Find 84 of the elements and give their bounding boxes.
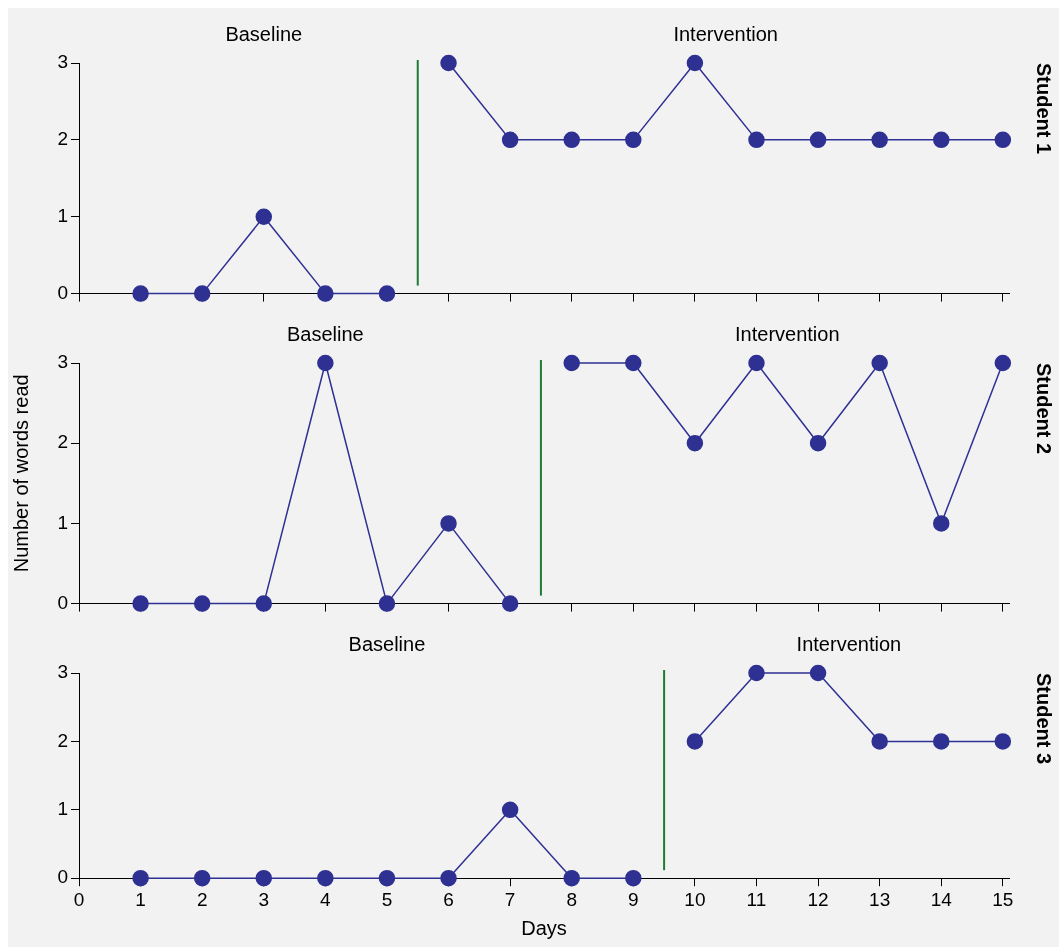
point xyxy=(994,354,1012,372)
text: Baseline xyxy=(287,323,364,345)
point xyxy=(625,354,642,372)
x-tick-label: 12 xyxy=(807,888,829,910)
x-tick-label: 10 xyxy=(684,888,706,910)
y-tick-label: 3 xyxy=(57,661,68,683)
point xyxy=(871,354,888,372)
y-tick-label: 0 xyxy=(57,281,68,303)
point xyxy=(686,434,704,452)
point xyxy=(563,354,580,372)
point xyxy=(994,733,1012,750)
point xyxy=(933,515,950,532)
point xyxy=(809,131,827,149)
point xyxy=(132,285,149,302)
point xyxy=(625,131,642,149)
x-tick-label: 11 xyxy=(746,888,767,910)
y2-axis-title: Student 1 xyxy=(1032,63,1055,155)
y-tick-label: 1 xyxy=(57,204,68,226)
y-tick-label: 3 xyxy=(57,51,68,73)
y-tick-label: 3 xyxy=(57,351,68,373)
point xyxy=(686,54,704,72)
point xyxy=(317,285,334,302)
point xyxy=(378,595,396,612)
x-tick-label: 9 xyxy=(628,888,639,910)
point xyxy=(933,733,950,750)
point xyxy=(193,869,211,887)
point xyxy=(440,54,457,72)
point xyxy=(748,664,765,682)
point xyxy=(255,595,273,612)
point xyxy=(501,131,519,149)
point xyxy=(994,131,1012,149)
point xyxy=(440,869,457,887)
point xyxy=(871,733,888,750)
y-tick-label: 2 xyxy=(57,431,68,453)
point xyxy=(378,869,396,887)
text: Baseline xyxy=(225,23,303,45)
y2-axis-title: Student 2 xyxy=(1032,363,1055,455)
y-axis-title: Number of words read xyxy=(9,374,32,573)
point xyxy=(748,131,765,149)
point xyxy=(563,869,580,887)
x-tick-label: 5 xyxy=(381,888,393,910)
y-tick-label: 0 xyxy=(57,866,68,888)
point xyxy=(809,434,827,452)
text: Intervention xyxy=(796,633,902,655)
point xyxy=(317,869,334,887)
point xyxy=(871,131,888,149)
x-axis-title: Days xyxy=(521,916,567,939)
x-tick-label: 13 xyxy=(869,888,891,910)
text: Intervention xyxy=(735,323,840,345)
y-tick-label: 2 xyxy=(57,729,68,751)
x-tick-label: 4 xyxy=(320,888,332,910)
point xyxy=(501,801,519,819)
point xyxy=(809,664,827,682)
x-tick-label: 15 xyxy=(992,888,1014,910)
y-tick-label: 1 xyxy=(57,511,68,533)
point xyxy=(748,354,765,372)
x-tick-label: 0 xyxy=(73,888,85,910)
point xyxy=(317,354,334,372)
point xyxy=(933,131,950,149)
text: Intervention xyxy=(673,23,778,45)
point xyxy=(625,869,642,887)
x-tick-label: 2 xyxy=(196,888,208,910)
point xyxy=(563,131,580,149)
x-tick-label: 6 xyxy=(443,888,454,910)
point xyxy=(132,595,149,612)
point xyxy=(132,869,149,887)
point xyxy=(501,595,519,612)
text: Baseline xyxy=(348,633,426,655)
x-tick-label: 3 xyxy=(258,888,270,910)
y2-axis-title: Student 3 xyxy=(1032,673,1055,765)
point xyxy=(193,285,211,302)
x-tick-label: 8 xyxy=(566,888,577,910)
point xyxy=(193,595,211,612)
y-tick-label: 2 xyxy=(57,128,68,150)
y-tick-label: 1 xyxy=(57,798,68,820)
point xyxy=(440,515,457,532)
x-tick-label: 1 xyxy=(135,888,146,910)
x-tick-label: 7 xyxy=(504,888,516,910)
point xyxy=(686,733,704,750)
point xyxy=(378,285,396,302)
point xyxy=(255,208,273,225)
y-tick-label: 0 xyxy=(57,591,68,613)
x-tick-label: 14 xyxy=(930,888,953,910)
point xyxy=(255,869,273,887)
